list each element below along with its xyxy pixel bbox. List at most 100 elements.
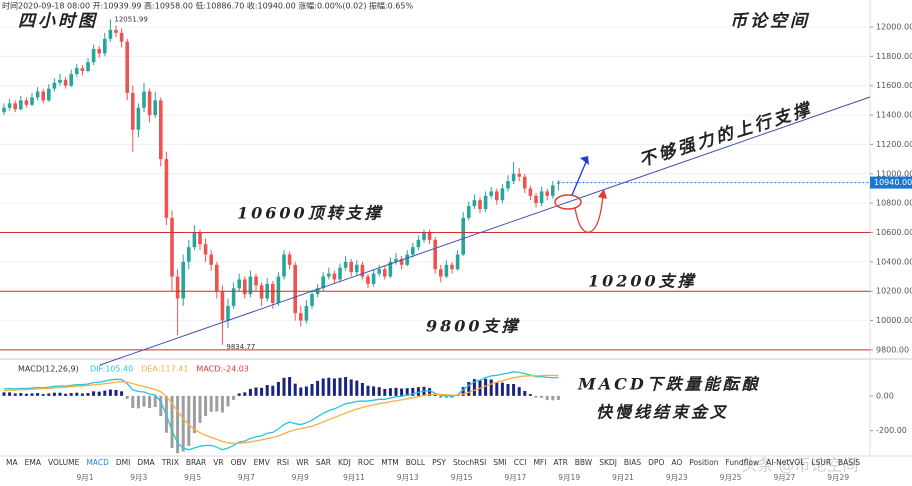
candle-body <box>489 191 493 196</box>
candle-body <box>220 291 225 321</box>
macd-bar <box>69 393 73 396</box>
macd-bar <box>108 389 112 396</box>
macd-bar <box>181 395 185 452</box>
indicator-tab[interactable]: RSI <box>277 458 289 467</box>
macd-bar <box>372 386 376 396</box>
indicator-tab[interactable]: DPO <box>648 458 664 467</box>
macd-bar <box>338 377 342 396</box>
indicator-tab[interactable]: TRIX <box>161 458 179 467</box>
candle-body <box>69 73 73 86</box>
candle-body <box>136 107 141 130</box>
indicator-tab[interactable]: MTM <box>381 458 399 467</box>
indicator-tab[interactable]: MFI <box>533 458 546 467</box>
x-tick-label: 9月17 <box>504 473 526 482</box>
candle-body <box>366 276 370 284</box>
indicator-tab[interactable]: BBW <box>575 458 593 467</box>
x-tick-label: 9月13 <box>397 473 419 482</box>
indicator-tab[interactable]: SKDJ <box>599 458 617 467</box>
min-label: 9834.77 <box>226 343 255 351</box>
macd-bar <box>545 395 549 401</box>
macd-bar <box>276 381 280 396</box>
indicator-tab[interactable]: MACD <box>86 458 109 467</box>
indicator-tab[interactable]: ATR <box>553 458 567 467</box>
candle-body <box>248 276 253 295</box>
macd-bar <box>304 386 308 396</box>
macd-bar <box>461 387 465 396</box>
indicator-tab[interactable]: CCI <box>514 458 527 467</box>
macd-bar <box>500 382 504 396</box>
candle-body <box>153 100 157 116</box>
indicator-tab[interactable]: SMI <box>493 458 506 467</box>
indicator-tab[interactable]: BIAS <box>624 458 641 467</box>
candle-body <box>310 294 314 306</box>
indicator-tab[interactable]: VOLUME <box>48 458 80 467</box>
candle-body <box>209 254 213 265</box>
macd-bar <box>534 395 538 398</box>
y-tick-label: -200.00 <box>876 426 907 435</box>
candle-body <box>517 173 521 177</box>
macd-bar <box>467 381 471 396</box>
indicator-tab[interactable]: DMA <box>137 458 155 467</box>
indicator-tab[interactable]: AO <box>671 458 682 467</box>
candle-body <box>444 264 449 277</box>
indicator-tab[interactable]: PSY <box>432 458 446 467</box>
macd-bar <box>159 395 163 417</box>
indicator-tab[interactable]: AI-NetVOL <box>766 458 805 467</box>
indicator-tab[interactable]: Fundflow <box>725 458 759 467</box>
macd-bar <box>377 387 381 396</box>
indicator-tab[interactable]: Position <box>689 458 718 467</box>
indicator-tab[interactable]: VR <box>213 458 223 467</box>
macd-bar <box>556 395 560 401</box>
macd-bar <box>265 385 269 396</box>
macd-bar <box>327 377 331 396</box>
candle-body <box>439 269 443 277</box>
candle-body <box>478 200 482 210</box>
macd-bar <box>209 395 213 412</box>
indicator-tab[interactable]: WR <box>296 458 309 467</box>
y-tick-label: 11000.00 <box>876 169 912 178</box>
candle-body <box>500 188 505 201</box>
macd-bar <box>517 387 521 396</box>
indicator-tab[interactable]: MA <box>6 458 18 467</box>
candle-body <box>13 103 17 110</box>
indicator-tab[interactable]: EMA <box>25 458 42 467</box>
indicator-tab[interactable]: SAR <box>316 458 331 467</box>
candle-body <box>119 32 124 42</box>
candle-body <box>215 264 219 292</box>
candle-body <box>556 182 561 184</box>
x-tick-label: 9月23 <box>666 473 688 482</box>
candle-body <box>399 258 404 265</box>
macd-bar <box>428 388 432 396</box>
indicator-tab[interactable]: BRAR <box>186 458 206 467</box>
macd-line <box>3 371 559 451</box>
candle-body <box>203 244 208 255</box>
macd-bar <box>125 395 129 399</box>
indicator-tab[interactable]: EMV <box>254 458 271 467</box>
indicator-tab[interactable]: ROC <box>358 458 374 467</box>
indicator-tab[interactable]: OBV <box>231 458 248 467</box>
indicator-tab[interactable]: StochRSI <box>453 458 486 467</box>
x-tick-label: 9月27 <box>773 473 795 482</box>
y-tick-label: 10600.00 <box>876 228 912 237</box>
indicator-tab[interactable]: KDJ <box>338 458 351 467</box>
macd-bar <box>237 393 241 396</box>
candle-body <box>175 276 180 299</box>
x-tick-label: 9月19 <box>558 473 580 482</box>
candle-body <box>86 62 90 72</box>
macd-bar <box>120 391 124 396</box>
macd-bar <box>411 387 415 396</box>
y-tick-label: 10800.00 <box>876 199 912 208</box>
macd-bar <box>299 387 303 396</box>
indicator-tab[interactable]: LSUR <box>811 458 831 467</box>
candle-body <box>142 91 146 108</box>
indicator-tab[interactable]: BASIS <box>838 458 860 467</box>
macd-bar <box>355 380 359 396</box>
indicator-tab[interactable]: DMI <box>116 458 130 467</box>
indicator-tab[interactable]: BOLL <box>406 458 426 467</box>
macd-bar <box>136 395 140 409</box>
macd-bar <box>472 379 476 396</box>
candle-body <box>422 232 426 240</box>
candle-body <box>355 264 359 273</box>
